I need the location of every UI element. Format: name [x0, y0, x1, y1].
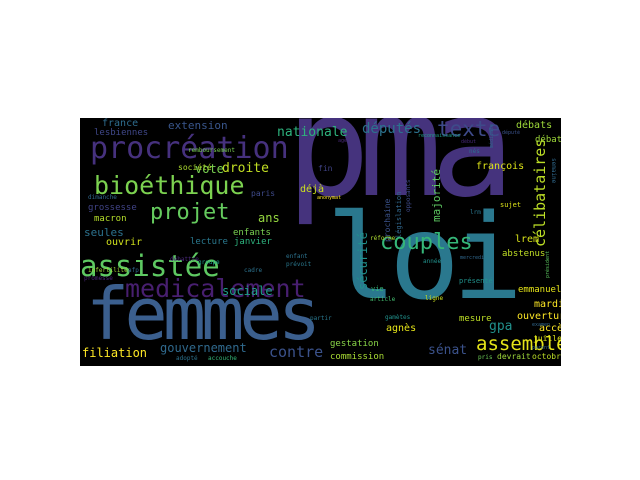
word-loi: loi: [326, 188, 523, 326]
word-reconnaissance: reconnaissance: [418, 133, 461, 139]
word-cloud: pma loi femmes procréation bioéthique as…: [80, 118, 561, 366]
word-pma: pma: [286, 118, 515, 229]
word-texte: texte: [437, 118, 501, 141]
word-francois: françois: [476, 161, 525, 172]
word-adopte: adopté: [176, 355, 198, 362]
word-octobre: octobre: [532, 352, 561, 361]
word-mercredi: mercredi: [460, 255, 485, 261]
word-france: france: [102, 118, 139, 129]
word-devrait: devrait: [497, 352, 531, 361]
word-article: article: [370, 296, 396, 303]
word-debattre: débattre: [170, 256, 199, 263]
word-examen: examen: [532, 322, 551, 328]
word-debats: débats: [516, 120, 553, 131]
word-prevoit: prévoit: [286, 261, 312, 268]
word-janvier: janvier: [234, 237, 272, 247]
word-dimanche: dimanche: [88, 194, 117, 201]
word-medicalement: medicalement: [125, 274, 306, 303]
word-acces: accès: [539, 323, 561, 334]
word-groupe: groupe: [198, 259, 220, 266]
word-commission: commission: [330, 352, 385, 362]
word-debut: début: [461, 139, 477, 145]
word-contre: contre: [269, 343, 324, 361]
word-bioethique: bioéthique: [94, 171, 245, 200]
word-infertilite: infertilité: [88, 267, 128, 274]
word-couples: couples: [380, 230, 473, 255]
word-assemblee: assemblée: [476, 333, 561, 355]
word-abstenus: abstenus: [502, 249, 546, 259]
word-lesbiennes: lesbiennes: [94, 128, 149, 138]
word-nationale: nationale: [277, 125, 348, 140]
word-opposants: opposants: [405, 179, 412, 212]
word-lecture: lecture: [190, 237, 228, 247]
word-parent: parent: [532, 345, 551, 351]
word-assistee: assistée: [80, 249, 220, 283]
word-extension: extension: [168, 119, 228, 132]
word-legislation: législation: [395, 191, 403, 238]
word-ouverture: ouverture: [517, 311, 561, 322]
word-mardi: mardi: [534, 299, 561, 310]
word-grossesse: grossesse: [88, 203, 137, 213]
word-annee: année: [423, 258, 442, 265]
word-medicale: médicale: [489, 123, 495, 148]
word-mesure: mesure: [459, 314, 492, 324]
word-gouvernement: gouvernement: [160, 341, 247, 355]
word-afp: afp: [128, 267, 139, 274]
word-lrm: lrm: [470, 209, 481, 216]
word-procreation: procréation: [90, 131, 289, 166]
word-semaine: semaine: [550, 158, 557, 184]
word-lrem: lrem: [515, 234, 540, 245]
word-enfants: enfants: [233, 228, 271, 238]
word-enfant: enfant: [286, 253, 308, 260]
word-president: président: [545, 250, 551, 278]
word-vie: vie: [371, 285, 384, 293]
word-majorite: majorité: [430, 169, 443, 222]
word-prochaine: prochaine: [383, 198, 392, 242]
word-fin: fin: [318, 164, 333, 173]
word-emmanuel: emmanuel: [518, 285, 561, 295]
word-deputes: députés: [362, 121, 422, 137]
word-senat: sénat: [428, 343, 468, 358]
word-ans: ans: [258, 211, 280, 225]
word-partir: partir: [310, 315, 332, 322]
word-anonymat: anonymat: [317, 195, 342, 201]
word-sociale: sociale: [222, 284, 273, 298]
word-depute: député: [502, 130, 521, 136]
word-juillet: juillet: [533, 334, 561, 343]
word-accouche: accouche: [208, 355, 237, 362]
word-filiation: filiation: [82, 346, 148, 360]
word-present: présenté: [459, 277, 493, 285]
word-societe: société: [178, 163, 212, 172]
word-reforme: réforme: [370, 235, 396, 242]
word-securite: sécurité: [356, 232, 370, 290]
word-nes: nés: [469, 148, 480, 155]
word-ouvrir: ouvrir: [106, 237, 143, 248]
word-seules: seules: [84, 226, 124, 239]
word-cadre: cadre: [244, 267, 263, 274]
word-vote: vote: [195, 162, 224, 176]
word-remboursement: remboursement: [188, 147, 235, 154]
word-debat: débat: [535, 135, 561, 145]
word-pris: pris: [478, 354, 493, 361]
word-macron: macron: [94, 214, 127, 224]
word-age: age: [338, 138, 348, 144]
word-promesse: promesse: [84, 275, 113, 282]
word-sujet: sujet: [500, 201, 522, 209]
word-celibataires: célibataires: [531, 138, 549, 247]
word-deja: déjà: [300, 184, 325, 195]
word-gestation: gestation: [330, 339, 379, 349]
word-gpa: gpa: [489, 319, 513, 334]
word-ligne: ligne: [425, 295, 444, 302]
word-paris: paris: [251, 189, 276, 198]
word-agnes: agnès: [386, 323, 417, 334]
word-gametes: gamètes: [385, 314, 411, 321]
word-droite: droite: [222, 161, 269, 176]
word-projet: projet: [150, 200, 230, 225]
word-femmes: femmes: [86, 272, 321, 356]
